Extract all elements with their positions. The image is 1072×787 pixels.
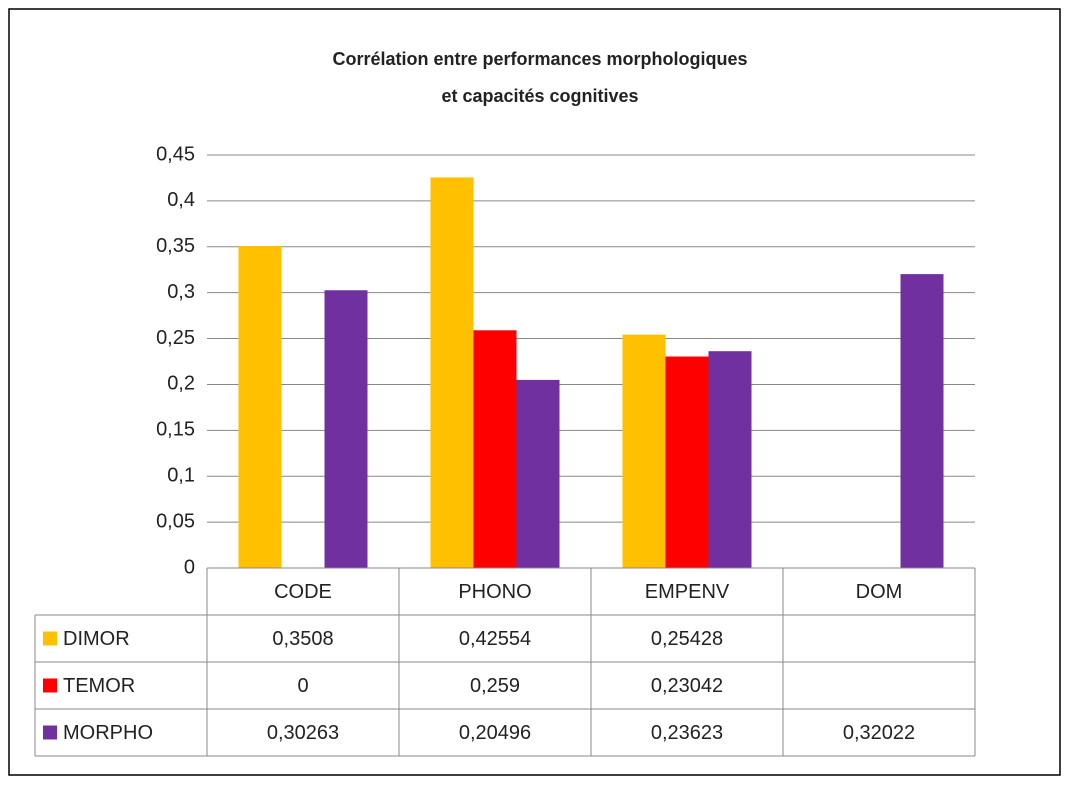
table-value: 0,25428 <box>651 628 723 650</box>
x-tick-label: DOM <box>856 581 903 603</box>
y-tick-label: 0,4 <box>167 189 195 211</box>
x-tick-label: EMPENV <box>645 581 730 603</box>
x-tick-label: PHONO <box>458 581 531 603</box>
table-value: 0,23623 <box>651 722 723 744</box>
y-tick-label: 0,25 <box>156 327 195 349</box>
bar <box>324 290 368 568</box>
bar <box>622 334 666 568</box>
table-value: 0 <box>297 675 308 697</box>
y-tick-label: 0,2 <box>167 373 195 395</box>
chart-title: Corrélation entre performances morpholog… <box>332 49 747 69</box>
y-tick-label: 0,05 <box>156 510 195 532</box>
y-tick-label: 0 <box>184 556 195 578</box>
legend-swatch <box>43 631 57 646</box>
x-tick-label: CODE <box>274 581 332 603</box>
legend-label: MORPHO <box>63 722 153 744</box>
table-value: 0,32022 <box>843 722 915 744</box>
table-value: 0,259 <box>470 675 520 697</box>
table-value: 0,3508 <box>272 628 333 650</box>
table-value: 0,42554 <box>459 628 531 650</box>
y-tick-label: 0,45 <box>156 143 195 165</box>
bar <box>665 356 709 568</box>
y-tick-label: 0,15 <box>156 419 195 441</box>
legend-label: DIMOR <box>63 628 130 650</box>
legend-swatch <box>43 678 57 693</box>
table-value: 0,30263 <box>267 722 339 744</box>
bar <box>473 330 517 568</box>
bar <box>900 274 944 568</box>
y-tick-label: 0,3 <box>167 281 195 303</box>
table-value: 0,23042 <box>651 675 723 697</box>
legend-swatch <box>43 725 57 740</box>
chart-title: et capacités cognitives <box>441 86 638 106</box>
bar <box>430 177 474 568</box>
y-tick-label: 0,1 <box>167 465 195 487</box>
table-value: 0,20496 <box>459 722 531 744</box>
bar <box>708 351 752 568</box>
y-tick-label: 0,35 <box>156 235 195 257</box>
legend-label: TEMOR <box>63 675 135 697</box>
bar <box>516 379 560 568</box>
bar <box>238 246 282 568</box>
